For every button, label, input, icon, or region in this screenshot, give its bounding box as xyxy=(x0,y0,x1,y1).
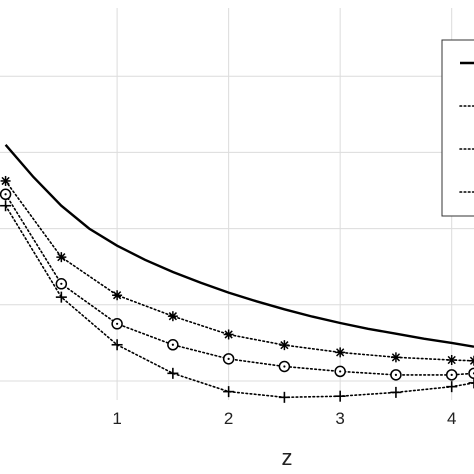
series-4-point xyxy=(468,377,474,389)
series-layer xyxy=(0,144,474,403)
series-4-point xyxy=(0,200,12,212)
series-4-point xyxy=(111,339,123,351)
series-3-point xyxy=(278,360,291,373)
series-4-point xyxy=(278,391,290,403)
series-2-point xyxy=(446,355,457,365)
series-2-point xyxy=(390,352,401,363)
legend-box xyxy=(441,39,474,217)
series-2-point xyxy=(167,311,178,322)
series-2-point xyxy=(469,355,474,366)
x-tick-label: 3 xyxy=(335,409,344,428)
x-tick-label: 1 xyxy=(112,409,121,428)
series-4-line xyxy=(4,204,474,399)
series-3-point xyxy=(167,339,179,351)
series-3-point xyxy=(468,367,474,380)
series-4-point xyxy=(223,386,235,398)
series-2-point xyxy=(223,329,234,340)
series-2-point xyxy=(56,252,67,263)
series-3-point xyxy=(55,278,68,290)
series-3-point xyxy=(222,353,235,365)
legend xyxy=(441,39,474,217)
series-2-point xyxy=(335,347,346,358)
series-3-point xyxy=(445,369,458,381)
grid-layer xyxy=(0,8,474,400)
series-3-point xyxy=(111,318,123,330)
series-4-point xyxy=(334,390,346,402)
series-4-point xyxy=(390,386,402,398)
series-1-line xyxy=(4,144,474,348)
series-2 xyxy=(0,175,474,366)
tick-labels: 1 2 3 4 xyxy=(112,409,456,428)
series-2-point xyxy=(279,340,290,351)
series-4 xyxy=(0,200,474,403)
series-3-point xyxy=(390,369,402,381)
series-3 xyxy=(0,188,474,381)
x-tick-label: 4 xyxy=(447,409,456,428)
series-1 xyxy=(4,144,474,348)
series-3-point xyxy=(334,365,346,378)
x-axis-label: z xyxy=(282,445,293,470)
series-4-point xyxy=(167,367,179,379)
x-tick-label: 2 xyxy=(224,409,233,428)
series-3-point xyxy=(0,188,12,201)
series-4-point xyxy=(446,381,458,393)
series-4-point xyxy=(55,291,67,303)
series-2-point xyxy=(112,290,123,301)
series-2-line xyxy=(4,180,474,362)
series-2-point xyxy=(0,175,11,186)
series-3-line xyxy=(4,193,474,376)
